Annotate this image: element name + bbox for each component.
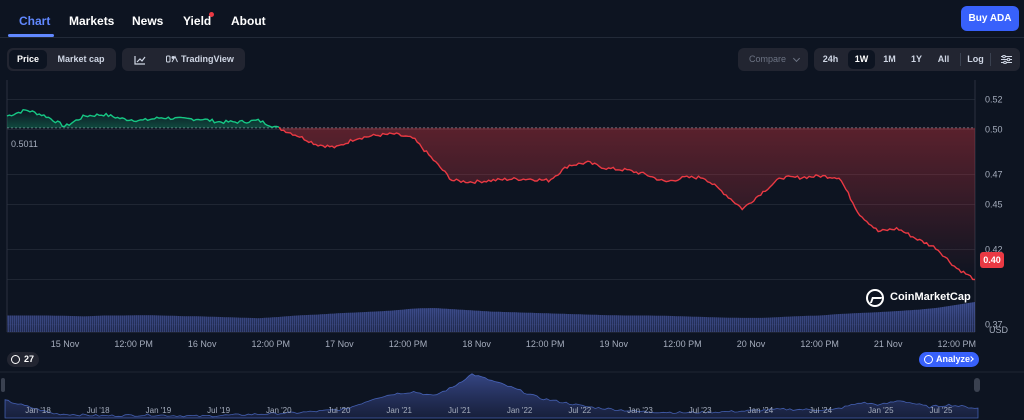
chart-settings-button[interactable] [994, 50, 1018, 69]
y-unit-label: USD [989, 325, 1009, 335]
chart-grid [6, 80, 976, 333]
x-tick-label: 16 Nov [188, 339, 217, 349]
volume-bars [7, 302, 975, 332]
analyze-button[interactable]: Analyze [919, 352, 979, 367]
x-tick-label: 17 Nov [325, 339, 354, 349]
range-all[interactable]: All [937, 54, 950, 64]
watermark-text: CoinMarketCap [890, 291, 971, 303]
price-lines [6, 108, 976, 281]
price-marketcap-toggle: Price Market cap [7, 48, 116, 71]
settings-sliders-icon [1000, 54, 1012, 65]
chart-style-toggle: TradingView [122, 48, 245, 71]
overview-tick-label: Jan '18 [25, 406, 51, 415]
tab-about[interactable]: About [231, 14, 266, 28]
zoom-badge[interactable]: 27 [7, 352, 39, 367]
overview-tick-label: Jul '23 [689, 406, 712, 415]
price-area-up [7, 109, 279, 128]
compare-dropdown[interactable]: Compare [738, 48, 808, 71]
log-scale-toggle[interactable]: Log [967, 54, 984, 64]
line-chart-icon [134, 56, 146, 65]
overview-tick-label: Jan '20 [266, 406, 292, 415]
x-tick-label: 19 Nov [600, 339, 629, 349]
overview-tick-label: Jul '18 [87, 406, 110, 415]
range-selector: 24h 1W 1M 1Y All Log [814, 48, 1020, 71]
range-divider-2 [990, 53, 991, 66]
price-tab[interactable]: Price [9, 50, 47, 69]
top-nav: Chart Markets News Yield About Buy ADA [0, 0, 1024, 38]
range-1y[interactable]: 1Y [910, 54, 922, 64]
price-areas [7, 109, 975, 280]
x-tick-label: 12:00 PM [526, 339, 565, 349]
overview-tick-label: Jan '21 [386, 406, 412, 415]
overview-handle-left[interactable] [1, 378, 5, 392]
current-price-tag: 0.40 [980, 252, 1004, 268]
market-cap-tab[interactable]: Market cap [57, 54, 105, 64]
range-24h[interactable]: 24h [822, 54, 839, 64]
tab-chart[interactable]: Chart [19, 14, 51, 28]
notification-dot-icon [209, 12, 214, 17]
x-axis: 15 Nov 12:00 PM 16 Nov 12:00 PM 17 Nov 12:00 … [51, 339, 976, 349]
tab-yield[interactable]: Yield [183, 14, 212, 28]
overview-navigator[interactable]: Jan '18 Jul '18 Jan '19 Jul '19 Jan '20 Jul '… [0, 371, 1024, 419]
overview-handle-right[interactable] [974, 378, 980, 392]
analyze-icon [924, 355, 933, 364]
history-clock-icon [11, 355, 20, 364]
tradingview-label: TradingView [181, 54, 234, 64]
y-tick-label: 0.45 [985, 200, 1003, 210]
x-tick-label: 18 Nov [462, 339, 491, 349]
y-tick-label: 0.52 [985, 95, 1003, 105]
tradingview-button[interactable]: TradingView [160, 50, 242, 69]
x-tick-label: 21 Nov [874, 339, 903, 349]
overview-tick-label: Jul '25 [930, 406, 953, 415]
overview-tick-label: Jul '21 [448, 406, 471, 415]
tab-markets[interactable]: Markets [69, 14, 115, 28]
y-tick-label: 0.47 [985, 170, 1003, 180]
active-tab-indicator [8, 34, 54, 37]
range-divider [960, 53, 961, 66]
x-tick-label: 12:00 PM [114, 339, 153, 349]
x-tick-label: 12:00 PM [938, 339, 977, 349]
line-chart-button[interactable] [126, 50, 154, 69]
tradingview-icon [166, 55, 178, 63]
overview-tick-label: Jan '23 [627, 406, 653, 415]
x-tick-label: 12:00 PM [800, 339, 839, 349]
tab-news[interactable]: News [132, 14, 164, 28]
range-1m[interactable]: 1M [883, 54, 896, 64]
analyze-label: Analyze [936, 354, 971, 364]
overview-tick-label: Jul '20 [328, 406, 351, 415]
coinmarketcap-logo [866, 289, 884, 307]
overview-tick-label: Jan '25 [868, 406, 894, 415]
y-tick-label: 0.50 [985, 125, 1003, 135]
overview-tick-label: Jan '24 [748, 406, 774, 415]
x-tick-label: 12:00 PM [663, 339, 702, 349]
x-tick-label: 20 Nov [737, 339, 766, 349]
overview-tick-label: Jul '19 [207, 406, 230, 415]
volume-bars-texture [7, 302, 975, 332]
overview-tick-label: Jan '22 [507, 406, 533, 415]
x-tick-label: 12:00 PM [252, 339, 291, 349]
overview-tick-label: Jul '22 [568, 406, 591, 415]
y-tick-label: 0.37 [985, 320, 1003, 330]
reference-price-label: 0.5011 [11, 139, 38, 149]
x-tick-label: 15 Nov [51, 339, 80, 349]
buy-ada-button[interactable]: Buy ADA [961, 6, 1019, 31]
range-1w[interactable]: 1W [848, 50, 875, 69]
price-line-up [6, 108, 280, 129]
overview-area [4, 373, 979, 419]
chevron-down-icon [792, 54, 801, 63]
price-area-down [279, 127, 975, 280]
price-line-down [278, 126, 976, 281]
zoom-badge-value: 27 [24, 354, 35, 364]
compare-label: Compare [749, 54, 787, 64]
overview-tick-label: Jan '19 [146, 406, 172, 415]
y-tick-label: 0.42 [985, 245, 1003, 255]
x-tick-label: 12:00 PM [389, 339, 428, 349]
overview-tick-label: Jul '24 [809, 406, 832, 415]
